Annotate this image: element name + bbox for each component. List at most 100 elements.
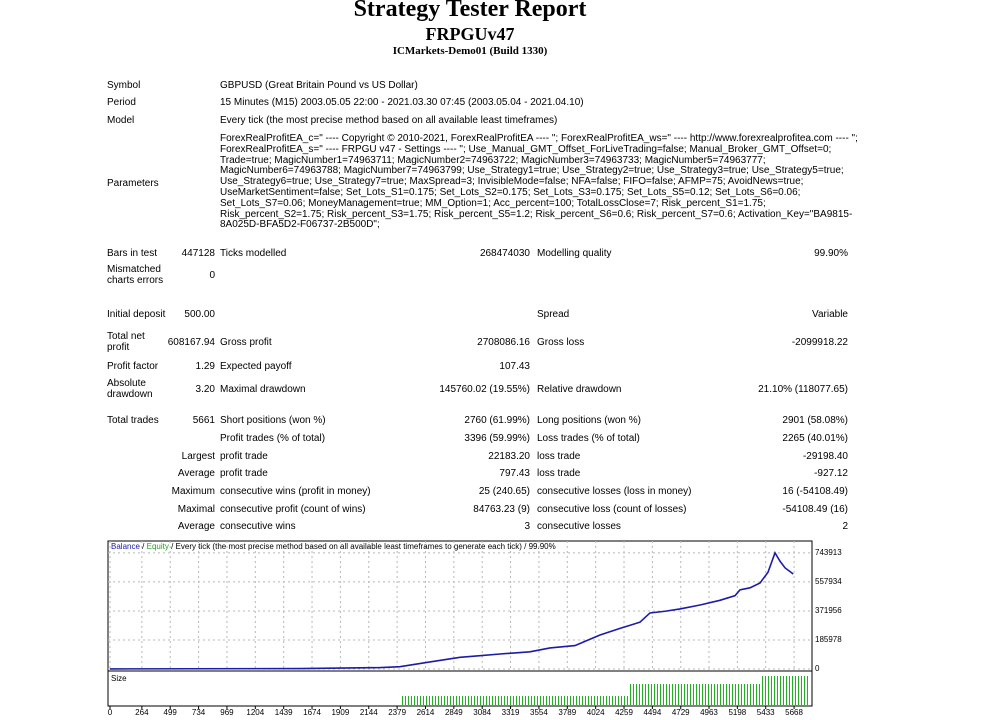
- info-label: Period: [107, 97, 136, 108]
- x-tick-label: 1674: [303, 708, 321, 717]
- stat-value: -54108.49 (16): [782, 503, 848, 515]
- stat-label: Expected payoff: [220, 360, 292, 372]
- chart-frame: [107, 540, 813, 707]
- stat-label: Maximal drawdown: [220, 383, 306, 395]
- expert-name: FRPGUv47: [425, 24, 515, 44]
- stat-label: Mismatched charts errors: [107, 264, 164, 286]
- stat-label: Bars in test: [107, 247, 158, 259]
- stat-label: Long positions (won %): [537, 414, 641, 426]
- stat-label: Relative drawdown: [537, 383, 622, 395]
- stat-label: Total net profit: [107, 331, 145, 353]
- stat-value: 84763.23 (9): [473, 503, 530, 515]
- x-tick-label: 1909: [331, 708, 349, 717]
- stat-label: Modelling quality: [537, 247, 612, 259]
- info-label: Symbol: [107, 80, 141, 91]
- stat-label: Total trades: [107, 414, 159, 426]
- stat-value: Average: [177, 520, 215, 532]
- stat-value: 608167.94: [167, 336, 215, 348]
- stat-label: Gross loss: [537, 336, 585, 348]
- x-tick-label: 499: [164, 708, 178, 717]
- parameter-line: ForexRealProfitEA_c=" ---- Copyright © 2…: [220, 133, 858, 144]
- balance-line: [109, 551, 794, 670]
- stat-label: consecutive loss (count of losses): [537, 503, 687, 515]
- parameters-label: Parameters: [107, 178, 159, 189]
- stat-label: loss trade: [537, 467, 581, 479]
- x-tick-label: 734: [192, 708, 206, 717]
- parameter-line: MagicNumber6=74963788; MagicNumber7=7496…: [220, 165, 844, 177]
- x-tick-label: 5198: [728, 708, 746, 717]
- parameter-line: Set_Lots_S7=0.06; MoneyManagement=true; …: [220, 197, 766, 209]
- x-tick-label: 3084: [473, 708, 491, 717]
- parameter-line: Trade=true; MagicNumber1=74963711; Magic…: [220, 154, 766, 166]
- x-tick-label: 2144: [360, 708, 378, 717]
- y-tick-label: 557934: [815, 577, 842, 586]
- x-tick-label: 264: [135, 708, 149, 717]
- stat-value: 2760 (61.99%): [464, 414, 530, 426]
- legend-item: /: [142, 542, 145, 551]
- stat-label: Initial deposit: [107, 308, 166, 320]
- stat-label: Gross profit: [220, 336, 272, 348]
- size-bars: [400, 696, 630, 705]
- stat-label: Loss trades (% of total): [537, 432, 640, 444]
- stat-label: consecutive losses: [537, 520, 621, 532]
- x-tick-label: 3789: [558, 708, 576, 717]
- stat-value: 3: [524, 520, 530, 532]
- stat-label: Short positions (won %): [220, 414, 326, 426]
- chart-legend: Balance / Equity / Every tick (the most …: [111, 542, 556, 551]
- x-tick-label: 3554: [530, 708, 548, 717]
- legend-item: Balance: [111, 542, 140, 551]
- legend-item: Equity: [147, 542, 169, 551]
- x-tick-label: 3319: [502, 708, 520, 717]
- stat-value: 16 (-54108.49): [782, 485, 848, 497]
- stat-value: 2901 (58.08%): [782, 414, 848, 426]
- stat-value: 797.43: [499, 467, 530, 479]
- stat-value: -2099918.22: [791, 336, 848, 348]
- info-value: GBPUSD (Great Britain Pound vs US Dollar…: [220, 80, 418, 91]
- parameter-line: 8A025D-BFA5D2-F06737-2B500D";: [220, 219, 380, 231]
- x-tick-label: 2614: [417, 708, 435, 717]
- stat-value: 22183.20: [488, 450, 530, 462]
- info-value: Every tick (the most precise method base…: [220, 115, 558, 126]
- x-tick-label: 1204: [246, 708, 264, 717]
- stat-label: consecutive wins: [220, 520, 296, 532]
- x-tick-label: 4259: [615, 708, 633, 717]
- parameter-line: Risk_percent_S2=1.75; Risk_percent_S3=1.…: [220, 208, 853, 220]
- x-tick-label: 4024: [587, 708, 605, 717]
- stat-label: consecutive profit (count of wins): [220, 503, 366, 515]
- stat-label: Spread: [537, 308, 570, 320]
- parameter-line: Use_Strategy6=true; Use_Strategy7=true; …: [220, 176, 804, 188]
- x-tick-label: 4963: [700, 708, 718, 717]
- stat-value: 99.90%: [814, 247, 848, 259]
- stat-value: Largest: [181, 450, 215, 462]
- stat-value: 3.20: [195, 383, 215, 395]
- stat-value: 107.43: [499, 360, 530, 372]
- size-bars: [760, 676, 810, 705]
- stat-label: Profit trades (% of total): [220, 432, 326, 444]
- x-tick-label: 0: [108, 708, 113, 717]
- x-tick-label: 969: [220, 708, 234, 717]
- stat-value: -29198.40: [802, 450, 848, 462]
- size-label: Size: [111, 674, 127, 683]
- info-value: 15 Minutes (M15) 2003.05.05 22:00 - 2021…: [220, 97, 584, 108]
- stat-value: Maximal: [177, 503, 215, 515]
- stat-value: Maximum: [171, 485, 215, 497]
- stat-value: 25 (240.65): [478, 485, 530, 497]
- y-tick-label: 185978: [815, 635, 842, 644]
- stat-value: 5661: [192, 414, 215, 426]
- stat-value: 2265 (40.01%): [782, 432, 848, 444]
- x-tick-label: 1439: [275, 708, 293, 717]
- stat-label: Profit factor: [107, 360, 159, 372]
- y-tick-label: 743913: [815, 548, 842, 557]
- stat-value: -927.12: [814, 467, 848, 479]
- x-tick-label: 5668: [785, 708, 803, 717]
- stat-label: profit trade: [220, 450, 268, 462]
- stat-value: 268474030: [479, 247, 530, 259]
- info-label: Model: [107, 115, 135, 126]
- report-title: Strategy Tester Report: [353, 0, 587, 22]
- stat-label: Absolute drawdown: [107, 378, 153, 400]
- stat-label: consecutive wins (profit in money): [220, 485, 371, 497]
- y-tick-label: 371956: [815, 606, 842, 615]
- stat-value: 1.29: [195, 360, 215, 372]
- server-build: ICMarkets-Demo01 (Build 1330): [392, 45, 548, 57]
